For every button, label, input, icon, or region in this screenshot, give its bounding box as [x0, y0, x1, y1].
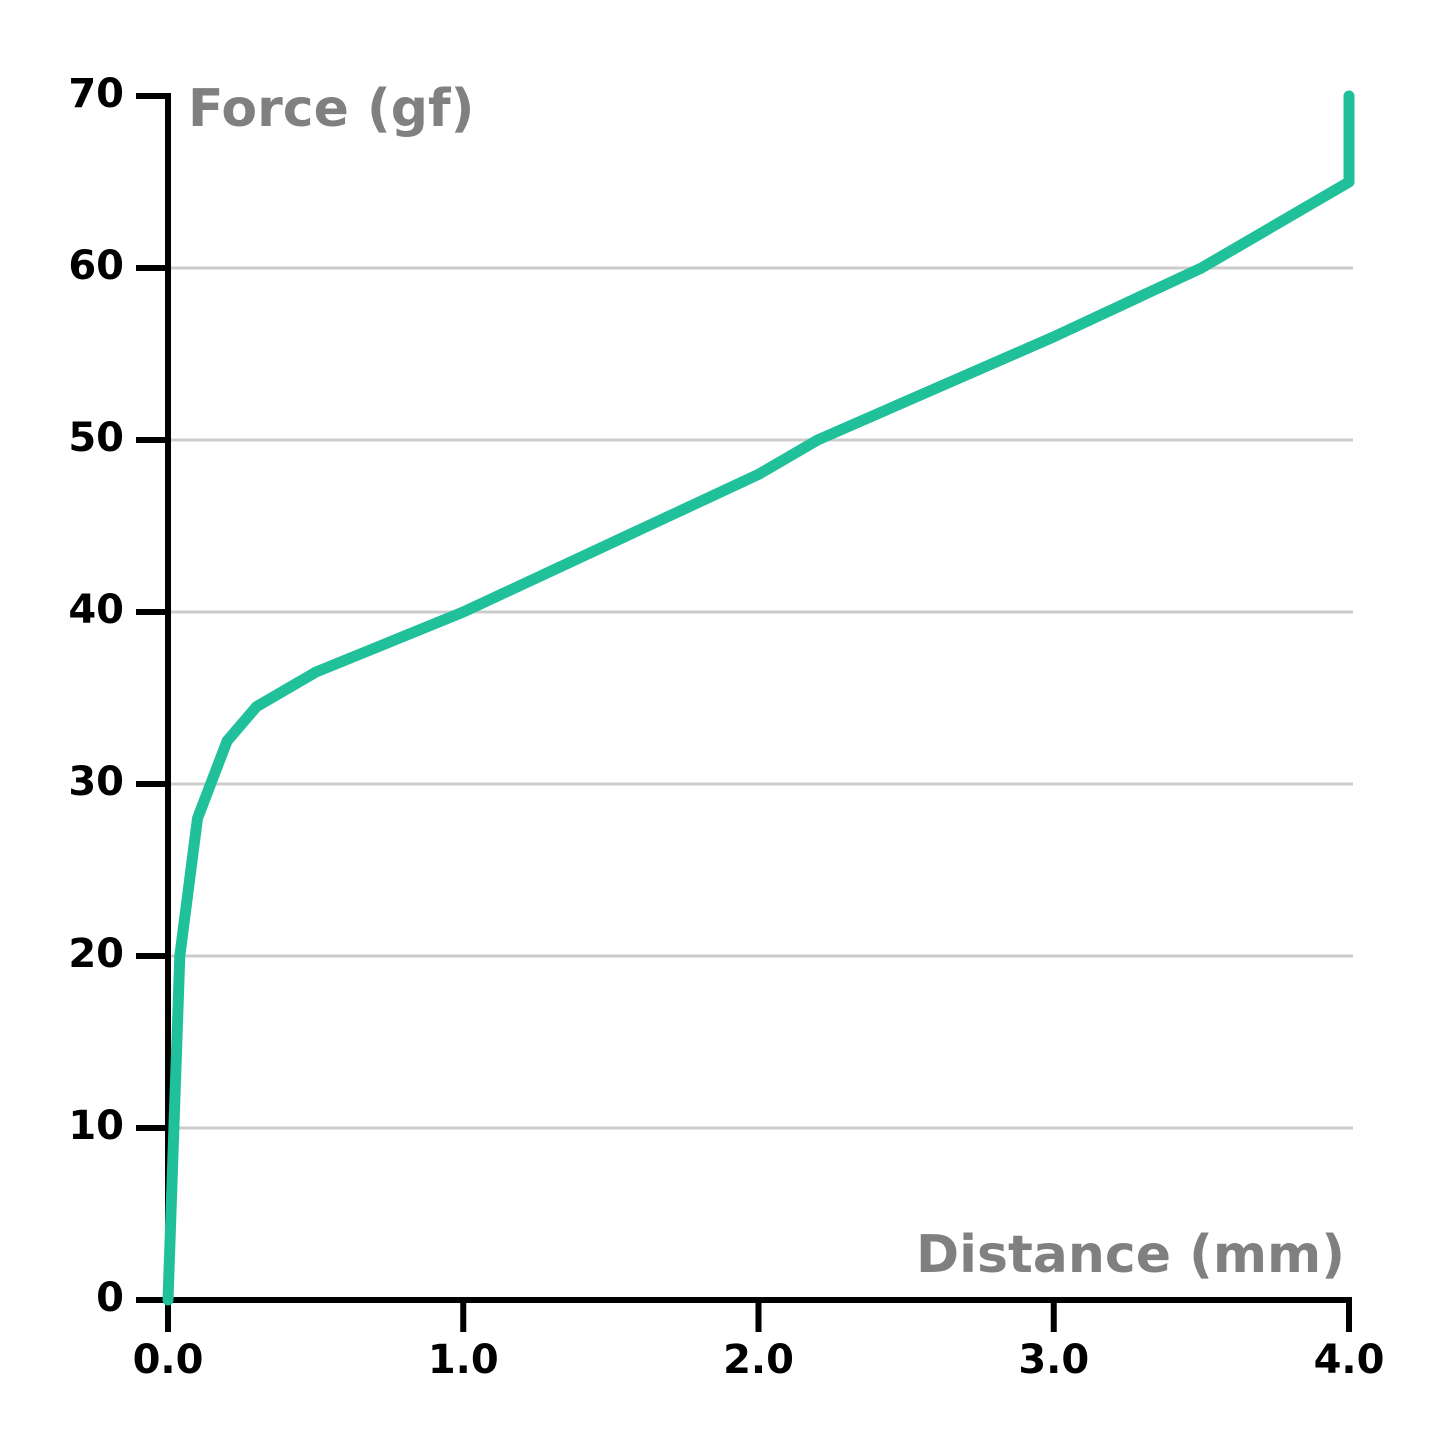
data-line — [162, 90, 1355, 1306]
y-tick-label: 60 — [68, 243, 124, 289]
y-tick-label: 40 — [68, 587, 124, 633]
y-tick-label: 50 — [68, 415, 124, 461]
y-tick-label: 0 — [96, 1275, 124, 1321]
x-tick-label: 4.0 — [1314, 1337, 1385, 1383]
x-axis-title: Distance (mm) — [916, 1225, 1345, 1285]
x-tick-label: 1.0 — [428, 1337, 499, 1383]
x-tick-label: 0.0 — [133, 1337, 204, 1383]
grid — [168, 266, 1353, 1130]
y-tick-label: 30 — [68, 759, 124, 805]
x-tick-label: 3.0 — [1018, 1337, 1089, 1383]
y-tick-label: 10 — [68, 1103, 124, 1149]
y-tick-label: 70 — [68, 71, 124, 117]
y-axis-title: Force (gf) — [188, 79, 474, 139]
x-tick-label: 2.0 — [723, 1337, 794, 1383]
y-tick-label: 20 — [68, 931, 124, 977]
